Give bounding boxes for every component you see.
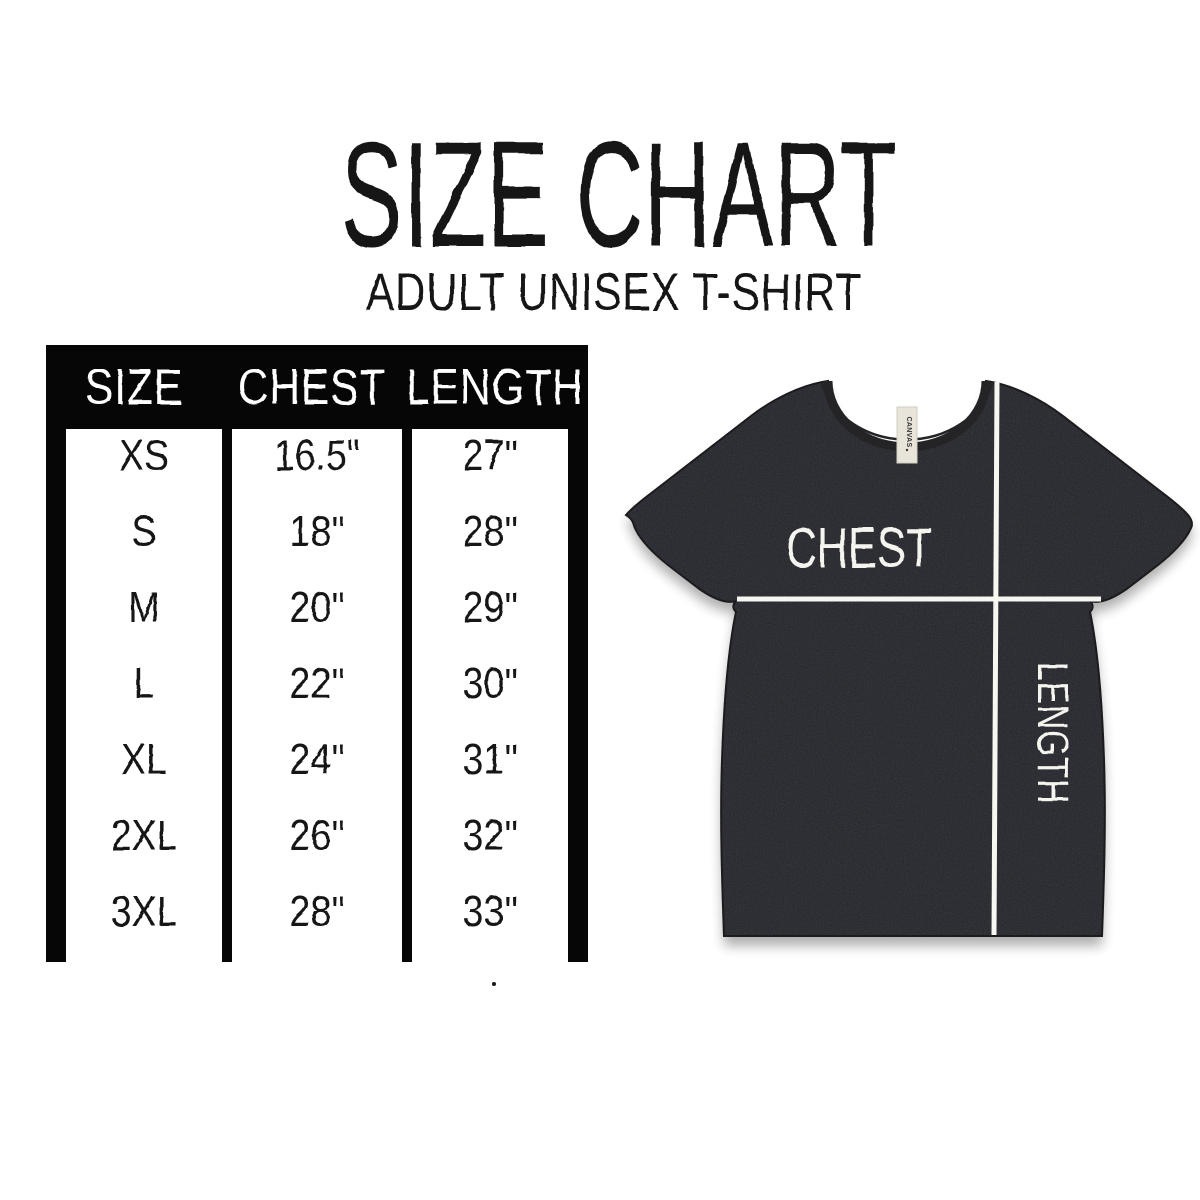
svg-text:CHEST: CHEST — [786, 515, 932, 579]
svg-text:LENGTH: LENGTH — [1028, 662, 1076, 804]
svg-text:CANVAS: CANVAS — [905, 417, 912, 448]
